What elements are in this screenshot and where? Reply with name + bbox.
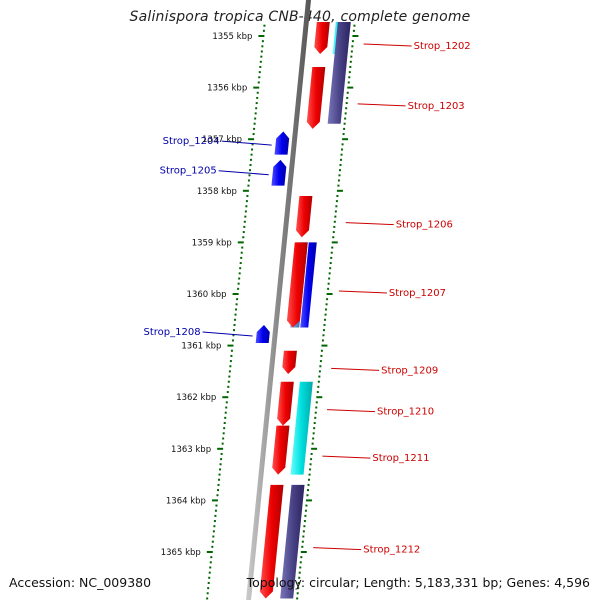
kbp-label: 1357 kbp — [202, 135, 242, 145]
gene-leader-line — [345, 222, 394, 226]
gene-Strop_1207[interactable] — [286, 242, 308, 328]
gene-leader-line — [202, 331, 253, 337]
gene-label[interactable]: Strop_1206 — [396, 220, 453, 231]
kbp-label: 1356 kbp — [207, 84, 247, 94]
kbp-label: 1360 kbp — [187, 290, 227, 300]
gene-labels: Strop_1202 Strop_1203 Strop_1204 Strop_1205… — [144, 41, 471, 556]
gene-Strop_1208[interactable] — [255, 324, 270, 344]
kbp-label: 1361 kbp — [181, 342, 221, 352]
gene-Strop_1211[interactable] — [272, 425, 290, 475]
gene-Strop_1204[interactable] — [274, 131, 290, 155]
feature-reverse_bar — [300, 242, 317, 328]
map-title: Salinispora tropica CNB-440, complete ge… — [129, 9, 471, 25]
gene-label[interactable]: Strop_1205 — [160, 166, 217, 177]
gene-leader-line — [221, 140, 272, 146]
gene-Strop_1212[interactable] — [259, 484, 284, 599]
kbp-label: 1355 kbp — [212, 32, 252, 42]
gene-label[interactable]: Strop_1212 — [363, 545, 420, 556]
kbp-labels: 1355 kbp 1356 kbp 1357 kbp 1358 kbp 1359 kbp… — [161, 32, 253, 558]
genome-backbone — [246, 0, 311, 600]
gene-leader-line — [322, 455, 371, 459]
backbone-line — [246, 0, 311, 600]
feature-cyan — [290, 381, 313, 475]
gene-leader-line — [338, 290, 387, 294]
gene-Strop_1202[interactable] — [314, 22, 330, 55]
gene-track — [255, 22, 330, 599]
gene-leader-line — [218, 170, 269, 176]
kbp-label: 1365 kbp — [161, 548, 201, 558]
gene-leader-line — [327, 409, 376, 413]
gene-label[interactable]: Strop_1211 — [372, 453, 429, 464]
kbp-label: 1358 kbp — [197, 187, 237, 197]
accession-text: Accession: NC_009380 — [9, 575, 152, 590]
gene-leader-line — [363, 43, 412, 47]
feature-slate — [327, 22, 351, 124]
gene-Strop_1210[interactable] — [277, 381, 294, 426]
gene-Strop_1206[interactable] — [295, 195, 313, 238]
kbp-label: 1359 kbp — [192, 238, 232, 248]
gene-label[interactable]: Strop_1204 — [163, 136, 220, 147]
gene-label[interactable]: Strop_1202 — [414, 41, 471, 52]
kbp-label: 1363 kbp — [171, 445, 211, 455]
gene-label[interactable]: Strop_1208 — [144, 327, 201, 338]
gene-label[interactable]: Strop_1210 — [377, 407, 434, 418]
gene-Strop_1205[interactable] — [271, 159, 287, 186]
gene-label[interactable]: Strop_1209 — [381, 365, 438, 376]
scale-ticks-left — [206, 24, 266, 600]
kbp-label: 1362 kbp — [176, 393, 216, 403]
gene-leader-line — [331, 367, 380, 371]
gene-leader-line — [357, 103, 406, 107]
gene-Strop_1203[interactable] — [306, 66, 326, 129]
gene-label[interactable]: Strop_1203 — [408, 101, 465, 112]
gene-leader-line — [313, 547, 362, 551]
feature-slate — [280, 484, 305, 599]
kbp-label: 1364 kbp — [166, 496, 206, 506]
gene-Strop_1209[interactable] — [282, 350, 297, 374]
gene-label[interactable]: Strop_1207 — [389, 288, 446, 299]
topology-text: Topology: circular; Length: 5,183,331 bp… — [246, 575, 590, 590]
scale-ticks-right — [296, 24, 359, 600]
